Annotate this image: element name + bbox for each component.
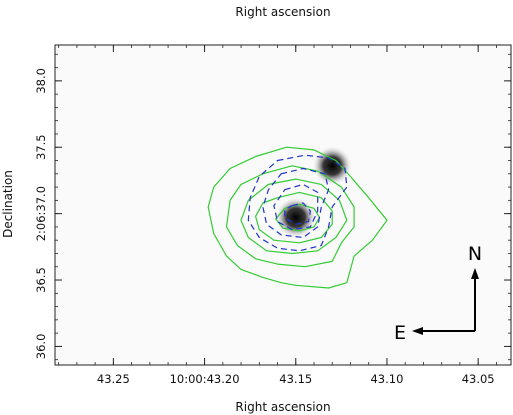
y-tick-label: 36.0 bbox=[34, 334, 48, 360]
plot-area: 43.25 10:00:43.20 43.15 43.10 43.05 38.0 37.5 2… bbox=[34, 44, 512, 386]
chart-top-title: Right ascension bbox=[235, 5, 330, 19]
dashed-contour bbox=[262, 167, 330, 239]
dashed-contour bbox=[284, 202, 311, 225]
east-label: E bbox=[394, 322, 406, 344]
dashed-contour bbox=[273, 183, 319, 231]
north-label: N bbox=[468, 243, 482, 265]
y-tick-label: 37.5 bbox=[34, 134, 48, 160]
x-tick-label: 10:00:43.20 bbox=[170, 372, 240, 386]
x-tick-label: 43.15 bbox=[279, 372, 312, 386]
y-tick-label: 36.5 bbox=[34, 267, 48, 293]
plot-frame bbox=[54, 44, 512, 366]
x-tick-label: 43.10 bbox=[370, 372, 403, 386]
y-tick-label: 38.0 bbox=[34, 68, 48, 94]
east-arrowhead bbox=[412, 327, 423, 335]
solid-contour bbox=[275, 203, 321, 232]
north-arrowhead bbox=[471, 268, 479, 279]
solid-contour bbox=[240, 178, 348, 255]
y-axis-label: Declination bbox=[1, 170, 15, 238]
x-tick-label: 43.25 bbox=[97, 372, 130, 386]
compass-rose: N E bbox=[394, 243, 482, 344]
solid-contour bbox=[207, 146, 388, 289]
x-tick-label: 43.05 bbox=[462, 372, 495, 386]
y-tick-label: 2:06:37.0 bbox=[34, 186, 48, 241]
solid-contour bbox=[225, 165, 355, 268]
source-blob bbox=[312, 145, 353, 186]
source-blob bbox=[274, 196, 317, 239]
dashed-contour bbox=[247, 154, 348, 252]
x-axis-label: Right ascension bbox=[235, 400, 330, 414]
